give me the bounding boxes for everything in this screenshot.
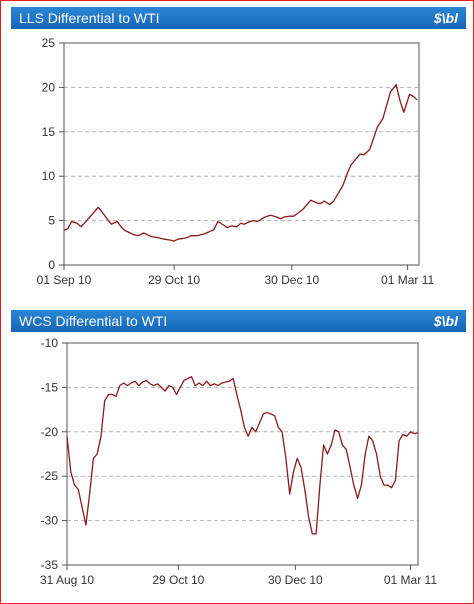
wcs-y-tick-label: -30 [41,514,59,528]
lls-chart-title: LLS Differential to WTI [19,10,160,26]
wcs-series-line [66,376,419,535]
wcs-chart: -35 -30 -25 -20 -15 -10 31 Aug 10 29 Oct 10 30 D… [40,336,437,587]
lls-y-tick-label: 25 [42,36,56,50]
wcs-x-tick-label: 01 Mar 11 [384,573,437,587]
lls-y-tick-label: 5 [48,214,55,228]
wcs-y-tick-label: -20 [41,425,59,439]
lls-x-tick-label: 29 Oct 10 [148,273,200,287]
wcs-title-bar: WCS Differential to WTI $\bl [11,310,466,332]
lls-y-tick-label: 15 [42,125,56,139]
lls-title-bar: LLS Differential to WTI $\bl [11,7,466,29]
lls-unit-label: $\bl [433,10,458,26]
lls-x-tick-label: 01 Sep 10 [37,273,92,287]
wcs-chart-panel: WCS Differential to WTI $\bl -35 -30 -25 -2… [11,310,466,597]
lls-chart-panel: LLS Differential to WTI $\bl 0 5 10 15 20 25 0… [11,7,466,291]
lls-x-tick-label: 30 Dec 10 [264,273,319,287]
wcs-unit-label: $\bl [433,313,458,329]
wcs-plot-frame [66,342,419,566]
wcs-y-tick-label: -15 [41,380,59,394]
wcs-y-tick-label: -35 [41,558,59,572]
lls-y-tick-label: 10 [42,169,56,183]
lls-series-line [63,84,418,242]
wcs-x-tick-label: 30 Dec 10 [268,573,323,587]
wcs-x-tick-label: 29 Oct 10 [152,573,204,587]
wcs-x-tick-label: 31 Aug 10 [40,573,94,587]
lls-y-tick-label: 0 [48,258,55,272]
lls-chart: 0 5 10 15 20 25 01 Sep 10 29 Oct 10 30 Dec 10 01 … [37,36,435,287]
lls-y-tick-label: 20 [42,80,56,94]
wcs-chart-title: WCS Differential to WTI [19,313,168,329]
lls-plot-frame [63,42,420,266]
lls-x-tick-label: 01 Mar 11 [381,273,434,287]
wcs-y-tick-label: -10 [41,336,59,350]
wcs-y-tick-label: -25 [41,469,59,483]
